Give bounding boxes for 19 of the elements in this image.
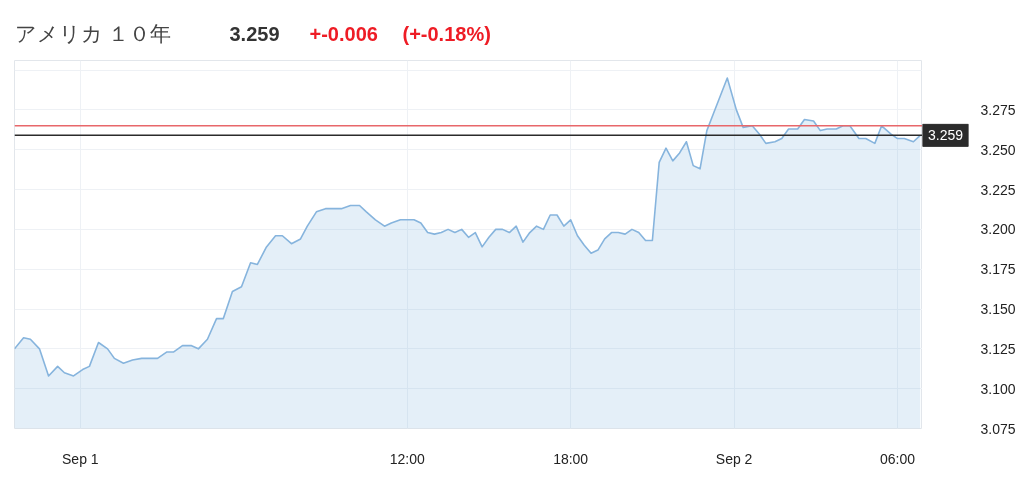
y-tick-label: 3.150: [980, 301, 1016, 318]
y-tick-label: 3.200: [980, 221, 1016, 238]
ref-line-label: 3.259: [927, 127, 964, 144]
y-tick-label: 3.100: [980, 380, 1016, 397]
x-tick-label: Sep 2: [715, 450, 753, 467]
x-tick-label: 12:00: [389, 450, 425, 467]
text: +-0.006: [309, 22, 378, 45]
x-tick-label: 18:00: [553, 450, 589, 467]
text: (+-0.18%): [402, 22, 491, 45]
y-tick-label: 3.125: [980, 340, 1016, 357]
text: 3.259: [229, 22, 280, 45]
chart-title: アメリカ １０年: [14, 22, 172, 45]
x-tick-label: Sep 1: [62, 450, 99, 467]
y-tick-label: 3.075: [980, 420, 1016, 437]
y-tick-label: 3.175: [980, 261, 1016, 278]
y-tick-label: 3.225: [980, 181, 1016, 198]
x-tick-label: 06:00: [880, 450, 916, 467]
y-tick-label: 3.275: [980, 101, 1016, 118]
y-tick-label: 3.250: [980, 141, 1016, 158]
